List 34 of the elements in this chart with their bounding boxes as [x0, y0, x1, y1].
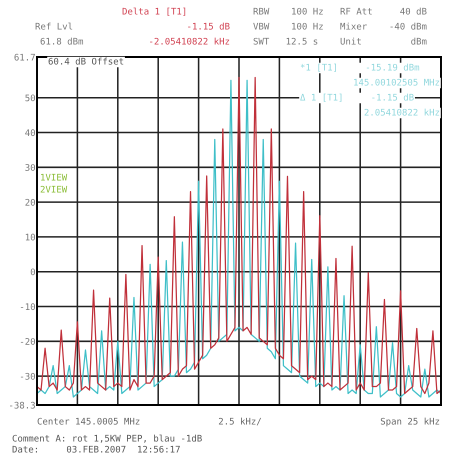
text: RF Att 40 dB	[340, 8, 427, 15]
annotation: 145.00102505 MHz	[354, 78, 440, 86]
y-tick-label: 30	[25, 164, 36, 171]
text: Delta 1 [T1]	[122, 8, 186, 16]
text: Ref Lvl	[36, 22, 72, 30]
text: -2.05410822 kHz	[150, 38, 230, 45]
annotation: 2VIEW	[40, 186, 68, 193]
text: Comment A: rot 1,5KW PEP, blau -1dB	[12, 434, 202, 443]
annotation: 2.05410822 kHz	[364, 108, 440, 116]
text: Center 145.0005 MHz	[38, 418, 140, 425]
y-tick-label: -30	[20, 372, 36, 380]
annotation: 1VIEW	[41, 174, 68, 181]
y-tick-label: -10	[20, 303, 36, 310]
text: 2.5 kHz/	[218, 418, 262, 426]
text: VBW 100 Hz	[253, 22, 323, 30]
text: RBW 100 Hz	[254, 8, 323, 15]
y-tick-label: -20	[20, 338, 36, 345]
text: Span 25 kHz	[380, 418, 440, 426]
text: Date: 03.FEB.2007 12:56:17	[12, 446, 180, 453]
y-tick-label: 40	[25, 129, 36, 136]
y-tick-label: 61.7	[14, 54, 35, 61]
annotation: Δ 1 [T1] -1.15 dB	[300, 94, 414, 102]
y-tick-label: 20	[25, 198, 36, 206]
y-tick-label: -38.3	[10, 402, 35, 409]
text: Unit dBm	[340, 38, 427, 45]
y-tick-label: 0	[30, 268, 36, 276]
text: Mixer -40 dBm	[340, 22, 427, 30]
text: SWT 12.5 s	[254, 38, 318, 45]
y-tick-label: 50	[25, 94, 36, 102]
annotation: *1 [T1] -15.19 dBm	[300, 64, 420, 72]
text: 61.8 dBm	[40, 38, 84, 45]
y-tick-label: 10	[26, 234, 36, 240]
text: -1.15 dB	[188, 22, 230, 30]
annotation: 60.4 dB Offset	[48, 58, 124, 65]
